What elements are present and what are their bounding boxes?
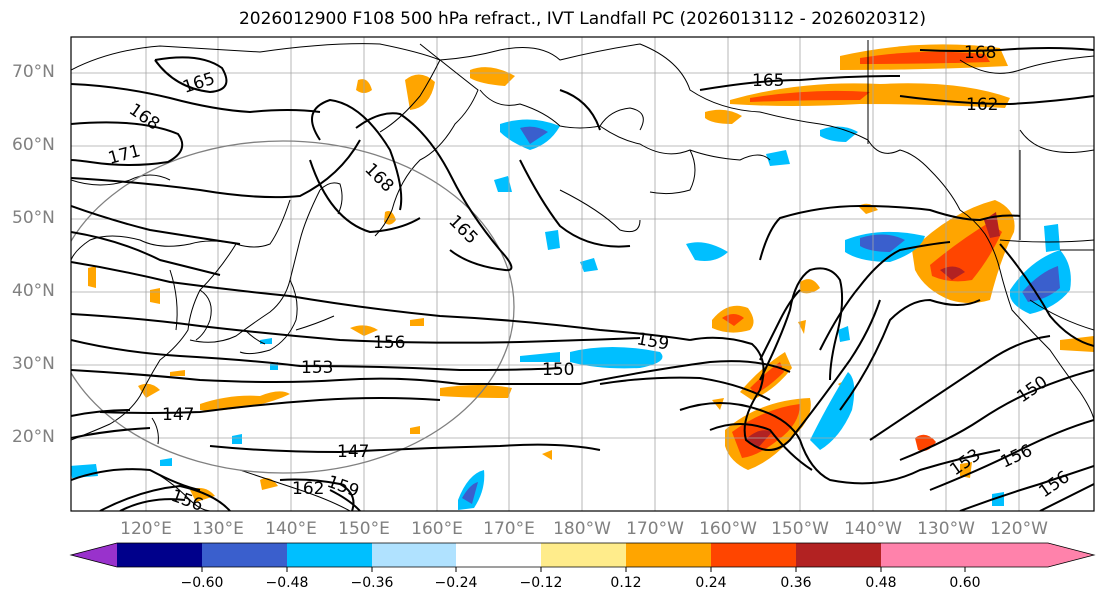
- contour-label: 168: [360, 159, 397, 196]
- contour-label: 147: [162, 405, 194, 425]
- colorbar-extend-low: [71, 543, 117, 567]
- lon-label: 150°E: [338, 519, 390, 539]
- colorbar: [69, 542, 1096, 572]
- negative-anomaly-shading: [71, 119, 1071, 510]
- lon-label: 170°W: [626, 519, 684, 539]
- colorbar-swatch: [626, 543, 711, 567]
- map-title: 2026012900 F108 500 hPa refract., IVT La…: [238, 9, 926, 29]
- lat-label: 50°N: [12, 208, 55, 228]
- colorbar-tick-label: 0.12: [610, 575, 642, 591]
- lon-label: 160°W: [699, 519, 757, 539]
- lon-label: 140°E: [265, 519, 317, 539]
- colorbar-swatch: [711, 543, 796, 567]
- colorbar-swatch: [117, 543, 202, 567]
- colorbar-tick-label: 0.60: [949, 575, 981, 591]
- region-circle: [71, 140, 515, 474]
- lon-label: 120°W: [990, 519, 1048, 539]
- colorbar-tick-label: −0.48: [265, 575, 309, 591]
- colorbar-swatch: [541, 543, 626, 567]
- lon-label: 160°E: [411, 519, 463, 539]
- colorbar-swatch: [796, 543, 881, 567]
- contour-label: 153: [301, 358, 333, 378]
- colorbar-tick-label: 0.24: [695, 575, 727, 591]
- contour-lines: [71, 47, 1094, 511]
- colorbar-tick-label: −0.60: [180, 575, 224, 591]
- contour-label: 165: [752, 71, 784, 91]
- lon-label: 130°W: [917, 519, 975, 539]
- colorbar-extend-high: [965, 543, 1094, 567]
- contour-label: 162: [292, 479, 324, 499]
- colorbar-swatch: [202, 543, 287, 567]
- lon-label: 180°W: [553, 519, 611, 539]
- colorbar-swatch: [456, 543, 541, 567]
- colorbar-tick-label: 0.36: [780, 575, 812, 591]
- colorbar-tick-label: 0.48: [865, 575, 897, 591]
- contour-label: 168: [125, 100, 163, 135]
- lon-label: 130°E: [192, 519, 244, 539]
- contour-label: 159: [324, 472, 361, 502]
- contour-label: 168: [964, 43, 996, 63]
- lon-label: 120°E: [120, 519, 172, 539]
- colorbar-tick-label: −0.36: [350, 575, 394, 591]
- contour-label: 150: [542, 360, 574, 380]
- lat-label: 70°N: [12, 62, 55, 82]
- lat-label: 30°N: [12, 354, 55, 374]
- colorbar-swatch: [881, 543, 965, 567]
- lat-label: 60°N: [12, 135, 55, 155]
- contour-label: 156: [373, 333, 405, 353]
- colorbar-tick-label: −0.12: [519, 575, 563, 591]
- lat-label: 20°N: [12, 427, 55, 447]
- colorbar-swatch: [287, 543, 372, 567]
- contour-label: 162: [966, 95, 998, 115]
- map-frame: [70, 36, 1095, 512]
- coastlines: [71, 40, 1094, 511]
- contour-label: 147: [337, 442, 369, 462]
- lon-label: 140°W: [844, 519, 902, 539]
- lat-label: 40°N: [12, 281, 55, 301]
- lon-label: 150°W: [771, 519, 829, 539]
- colorbar-swatch: [372, 543, 457, 567]
- lon-label: 170°E: [483, 519, 535, 539]
- colorbar-tick-label: −0.24: [434, 575, 478, 591]
